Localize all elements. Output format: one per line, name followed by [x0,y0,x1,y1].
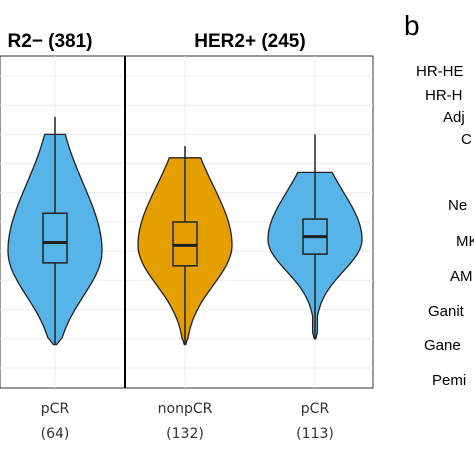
violin-layer [7,116,363,346]
x-tick-count: (64) [41,426,70,442]
x-tick-label: nonpCR [158,401,213,417]
panel-b-row-label: Pemi [432,372,466,389]
panel-b-row-label: HR-H [425,87,463,104]
panel-b-row-label: Ne [448,197,467,214]
x-tick-label: pCR [301,401,330,417]
panel-b-row-label: Ganit [428,303,465,320]
panel-b-row-label: AM [450,268,473,285]
iqr-box [42,212,68,264]
x-tick-count: (113) [296,426,334,442]
panel-b-row-label: HR-HE [416,63,464,80]
panel-b-row-label: Adj [443,109,465,126]
x-tick-labels: pCR (64) nonpCR (132) pCR (113) [41,401,334,442]
panel-b-row-label: C [461,131,472,148]
panel-b-letter: b [404,10,420,41]
x-tick-count: (132) [166,426,204,442]
panel-b-row-label: Gane [424,337,461,354]
facet-title-her2-pos: HER2+ (245) [194,31,305,52]
panel-b-row-label: MK [456,233,474,250]
facet-title-her2-neg: R2− (381) [7,31,92,52]
x-tick-label: pCR [41,401,70,417]
panel-b-row-labels: HR-HE HR-H Adj C Ne MK AM Ganit Gane Pemi [416,63,474,389]
